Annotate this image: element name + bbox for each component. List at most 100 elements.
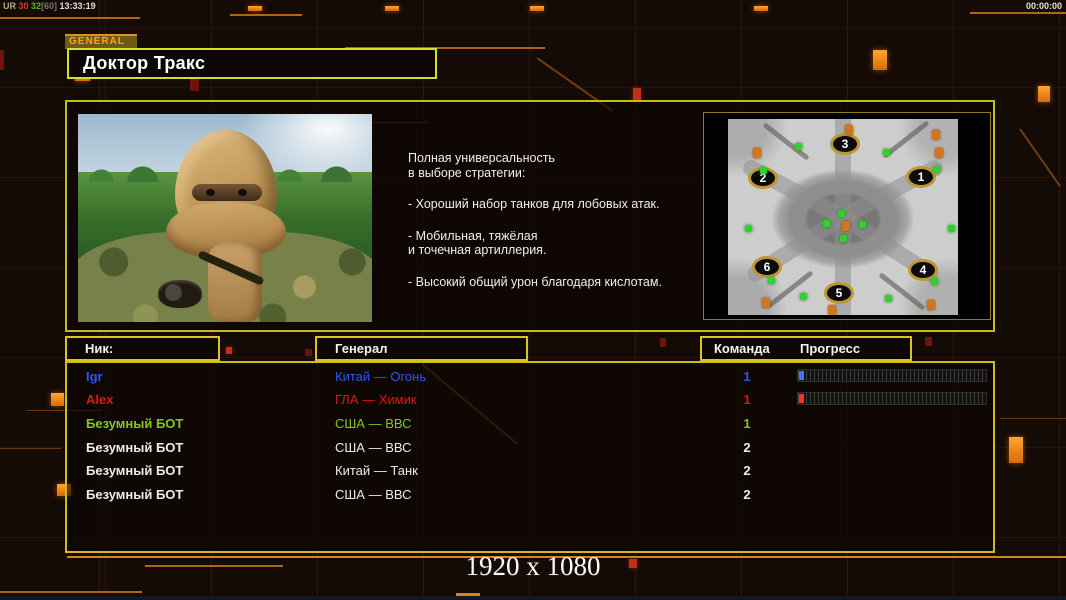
progress-fill [799,394,804,403]
player-general: США — ВВС [335,440,412,455]
spawn-marker-5: 5 [824,282,854,304]
decor-line [0,17,140,19]
decor-square [248,6,262,11]
decor-line [0,448,61,449]
tech-building-blip [931,278,938,285]
decor-line [1000,418,1066,419]
general-name-title: Доктор Тракс [67,48,437,79]
player-name: Igr [86,369,103,384]
player-name: Безумный БОТ [86,440,184,455]
portrait-eye [238,189,247,196]
player-team: 1 [743,369,751,384]
spawn-marker-6: 6 [752,256,782,278]
player-team: 2 [743,487,751,502]
player-name: Безумный БОТ [86,487,184,502]
spawn-marker-1: 1 [906,166,936,188]
general-portrait [78,114,372,322]
supply-blip [935,148,943,158]
player-name: Alex [86,392,114,407]
description-paragraph: - Мобильная, тяжёлая и точечная артиллер… [408,228,547,258]
supply-blip [828,305,836,315]
description-paragraph: Полная универсальность в выборе стратеги… [408,151,555,180]
supply-blip [932,130,940,140]
player-team: 1 [743,416,751,431]
tech-building-blip [883,149,890,156]
supply-blip [753,148,761,158]
decor-square [1009,437,1023,463]
player-team: 1 [743,392,751,407]
player-row: Безумный БОТ США — ВВС 2 [67,438,993,462]
decor-line [145,565,283,567]
description-paragraph: - Высокий общий урон благодаря кислотам. [408,274,662,289]
player-row: Безумный БОТ Китай — Танк 2 [67,461,993,485]
decor-line [456,593,480,596]
player-team: 2 [743,440,751,455]
spawn-marker-4: 4 [908,259,938,281]
supply-blip [762,298,770,308]
column-header-nick: Ник: [65,336,220,361]
tech-building-blip [823,220,830,227]
decor-square [190,78,199,91]
decor-square [530,6,544,11]
header-general-label: Генерал [335,341,388,356]
bottom-strip [0,596,1066,600]
minimap-ridge [762,122,810,161]
supply-blip [842,221,850,231]
player-general: Китай — Танк [335,463,418,478]
resolution-label: 1920 x 1080 [465,551,601,581]
player-name: Безумный БОТ [86,416,184,431]
decor-line [345,47,545,49]
portrait-eyes [192,184,262,201]
tech-building-blip [933,166,940,173]
stats-segment: 13:33:19 [57,1,96,11]
decor-square [1038,86,1050,102]
decor-square [51,393,64,406]
player-name: Безумный БОТ [86,463,184,478]
fps-stats-overlay: UR 30 32[60] 13:33:19 [3,1,96,11]
player-general: ГЛА — Химик [335,392,417,407]
general-tab-label: GENERAL [65,34,137,49]
player-general: США — ВВС [335,487,412,502]
header-team-label: Команда [714,341,770,356]
decor-square [633,88,641,102]
stats-segment: [60] [41,1,58,11]
general-description: Полная универсальность в выборе стратеги… [408,151,708,306]
progress-fill [799,371,804,380]
decor-square [754,6,768,11]
decor-square [925,337,932,346]
decor-square [385,6,399,11]
header-progress-label: Прогресс [800,341,861,356]
supply-blip [845,125,853,135]
tech-building-blip [838,210,845,217]
decor-square [660,338,666,347]
tech-building-blip [760,167,767,174]
stats-segment: UR [3,1,16,11]
column-header-team-progress: Команда Прогресс [700,336,912,361]
loading-progress-bar [797,392,987,405]
decor-square [873,50,887,70]
tech-building-blip [795,143,802,150]
tech-building-blip [800,293,807,300]
decor-square [0,50,4,70]
decor-line [0,591,142,593]
player-row: Alex ГЛА — Химик 1 [67,390,993,414]
loading-progress-bar [797,369,987,382]
decor-line [970,12,1066,14]
player-general: Китай — Огонь [335,369,427,384]
tech-building-blip [859,221,866,228]
player-row: Безумный БОТ США — ВВС 1 [67,414,993,438]
portrait-eye [206,189,215,196]
stats-segment: 30 [16,1,29,11]
tech-building-blip [745,225,752,232]
decor-square [226,347,232,354]
tech-building-blip [948,225,955,232]
decor-line [27,410,102,411]
description-paragraph: - Хороший набор танков для лобовых атак. [408,197,660,211]
match-timer: 00:00:00 [1025,1,1062,11]
decor-line [230,14,302,16]
player-team: 2 [743,463,751,478]
tech-building-blip [840,235,847,242]
header-nick-label: Ник: [85,341,114,356]
